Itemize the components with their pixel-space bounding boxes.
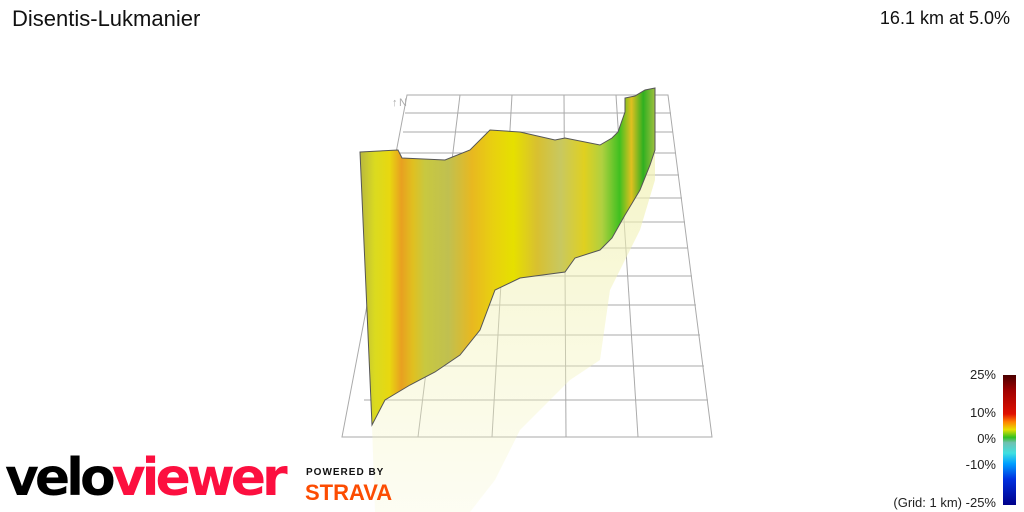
route-title: Disentis-Lukmanier [12, 6, 201, 31]
svg-text:↑: ↑ [392, 97, 398, 109]
grid-note: (Grid: 1 km) [893, 495, 963, 510]
profile-reflection [372, 150, 655, 512]
elevation-profile-wall[interactable] [359, 87, 656, 427]
legend-label-minus10: -10% [965, 457, 996, 472]
legend-label-minus25: (Grid: 1 km) -25% [893, 495, 996, 510]
route-stats: 16.1 km at 5.0% [879, 8, 1010, 28]
north-arrow-icon: ↑ N [392, 97, 407, 109]
powered-by-label: POWERED BY [306, 467, 385, 478]
legend-label-10: 10% [969, 405, 996, 420]
gradient-colorbar [1003, 375, 1016, 505]
north-label: N [399, 97, 407, 109]
strava-logo[interactable]: STRAVA [305, 480, 393, 505]
legend-label-0: 0% [977, 431, 996, 446]
veloviewer-logo[interactable]: veloviewer [5, 448, 288, 508]
legend-label-25: 25% [969, 367, 996, 382]
